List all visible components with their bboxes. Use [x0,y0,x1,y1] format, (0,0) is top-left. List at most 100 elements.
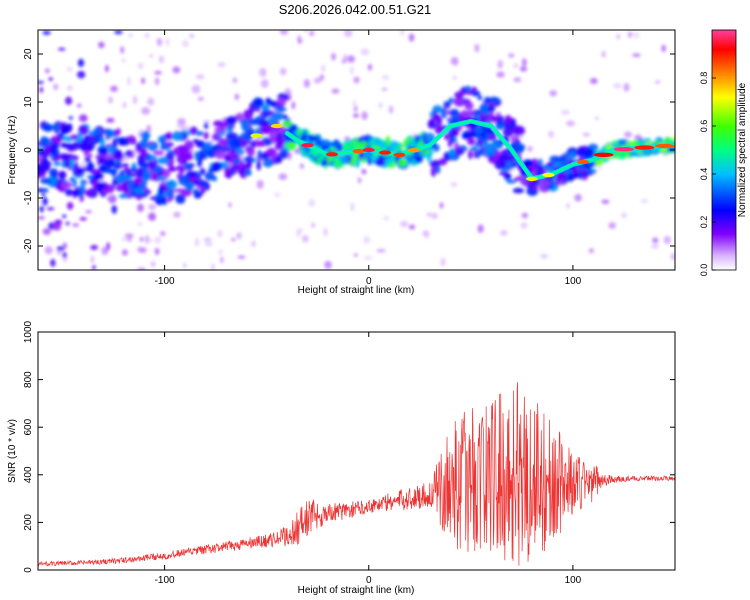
spectrogram-cell [432,105,443,113]
spectrogram-cell [69,134,79,139]
spectrogram-cell [155,193,164,201]
spectrogram-cell [288,124,298,133]
spectrogram-cell [256,179,264,189]
spectrogram-cell [430,166,437,177]
spectrogram-cell [438,158,448,166]
spectrogram-cell [237,255,246,259]
spectrogram-cell [146,124,151,134]
spectrogram-cell [273,192,281,198]
spectrogram-cell [339,154,349,165]
spectrogram-cell [151,260,156,268]
spectrogram-cell [203,237,212,242]
spectrogram-cell [98,165,107,173]
spectrogram-cell [204,242,213,246]
spectrogram-cell [62,251,67,259]
spectrogram-cell [601,51,606,58]
spectrogram-cell [663,235,672,245]
spectrogram-cell [540,253,548,259]
spectrogram-y-tick-label: 20 [23,48,34,60]
spectrogram-cell [426,212,432,217]
spectrogram-cell [443,133,450,141]
spectrogram-cell [323,227,328,237]
spectrogram-cell [520,222,528,229]
spectrogram-cell [486,105,496,113]
spectrogram-cell [231,163,240,171]
spectrogram-cell [122,249,128,256]
spectrogram-cell [303,79,310,88]
snr-panel: -100 0 100 0 200 400 600 800 1000 Height of str… [7,320,676,596]
spectrogram-cell [98,41,105,49]
spectrogram-cell [183,263,187,268]
colorbar-tick-label: 0.6 [699,120,709,133]
spectrogram-cell [519,66,528,72]
colorbar-tick-label: 0.8 [699,72,709,85]
spectrogram-cell [195,74,205,80]
spectrogram-cell [361,169,367,175]
spectrogram-cell [78,124,89,136]
spectrogram-cell [467,138,476,146]
colorbar-ticks: 0.0 0.2 0.4 0.6 0.8 [699,72,716,276]
spectrogram-ridge-line [285,119,675,181]
spectrogram-cell [210,140,214,144]
colorbar-gradient [712,30,736,270]
spectrogram-cell [381,75,390,81]
spectrogram-cell [182,39,189,48]
spectrogram-cell [465,85,472,91]
spectrogram-y-tick-label: 10 [23,96,34,108]
spectrogram-cell [295,129,304,135]
spectrogram-cell [460,110,471,118]
spectrogram-cell [464,101,474,110]
spectrogram-cell [162,168,171,178]
spectrogram-peak [407,148,420,153]
spectrogram-cell [195,237,199,247]
spectrogram-cell [92,264,96,270]
spectrogram-cell [449,148,455,158]
spectrogram-cell [203,131,209,140]
spectrogram-cell [99,148,108,156]
spectrogram-cell [141,107,151,115]
spectrogram-cell [247,147,255,157]
spectrogram-cell [350,202,355,212]
spectrogram-cell [274,106,281,111]
spectrogram-cell [278,107,287,112]
spectrogram-cell [137,62,144,70]
snr-y-tick-label: 800 [23,371,34,388]
spectrogram-cell [42,30,51,35]
spectrogram-cell [513,77,522,83]
spectrogram-cell [355,157,361,169]
spectrogram-cell [113,163,122,170]
spectrogram-cell [128,237,132,243]
spectrogram-cell [376,249,386,253]
spectrogram-cell [353,253,358,257]
spectrogram-cell [475,134,483,140]
spectrogram-peak [542,172,555,178]
spectrogram-cell [450,182,458,187]
spectrogram-cell [154,247,160,256]
spectrogram-cell [477,224,484,234]
spectrogram-cell [309,30,315,37]
snr-x-axis-label: Height of straight line (km) [298,585,415,596]
spectrogram-cell [181,159,187,165]
spectrogram-cell [72,141,83,150]
spectrogram-cell [301,234,309,243]
spectrogram-cell [582,132,591,137]
spectrogram-y-ticks: -20 -10 0 10 20 [23,48,675,253]
spectrogram-cell [62,214,67,219]
spectrogram-cell [204,171,215,181]
spectrogram-cell [153,150,165,156]
spectrogram-cell [39,205,44,213]
spectrogram-cell [236,232,242,240]
spectrogram-cell [172,66,181,74]
spectrogram-cell [670,253,675,261]
spectrogram-cell [218,249,223,255]
spectrogram-cell [430,212,438,220]
spectrogram-cell [628,151,638,157]
spectrogram-cell [324,260,332,269]
spectrogram-x-tick-label: 100 [565,276,582,287]
spectrogram-cell [90,245,99,251]
spectrogram-cell [475,127,484,135]
spectrogram-cell [399,220,409,228]
spectrogram-x-tick-label: -100 [155,276,175,287]
spectrogram-cell [311,222,315,228]
spectrogram-cell [277,126,287,135]
